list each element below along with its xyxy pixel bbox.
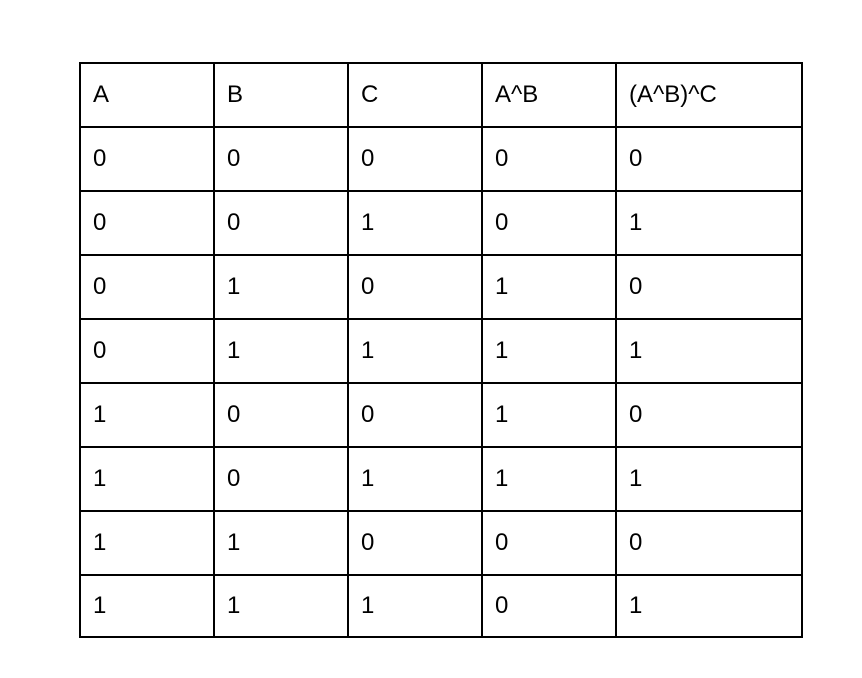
table-cell: 1 [481,318,617,384]
header-cell-a-xor-b-xor-c: (A^B)^C [615,62,803,128]
header-cell-a: A [79,62,215,128]
table-cell: 1 [615,190,803,256]
table-cell: 0 [213,190,349,256]
table-cell: 0 [481,190,617,256]
table-cell: 1 [347,574,483,638]
header-cell-a-xor-b: A^B [481,62,617,128]
table-cell: 0 [213,446,349,512]
table-cell: 0 [615,510,803,576]
table-cell: 1 [347,446,483,512]
table-cell: 1 [347,190,483,256]
table-cell: 0 [615,126,803,192]
table-cell: 1 [481,446,617,512]
table-cell: 0 [79,126,215,192]
table-cell: 1 [213,254,349,320]
table-cell: 1 [79,382,215,448]
table-cell: 0 [79,254,215,320]
table-cell: 0 [481,510,617,576]
table-cell: 0 [615,254,803,320]
header-cell-c: C [347,62,483,128]
table-cell: 0 [615,382,803,448]
table-cell: 0 [79,190,215,256]
table-cell: 1 [79,446,215,512]
table-cell: 1 [615,446,803,512]
table-cell: 0 [213,382,349,448]
table-cell: 1 [213,318,349,384]
table-cell: 0 [347,126,483,192]
table-cell: 1 [481,382,617,448]
table-cell: 0 [213,126,349,192]
table-cell: 1 [79,574,215,638]
table-cell: 1 [213,574,349,638]
table-cell: 0 [347,510,483,576]
header-row: A B C A^B (A^B)^C [79,62,803,128]
table-cell: 1 [79,510,215,576]
table-cell: 1 [213,510,349,576]
table-cell: 0 [481,574,617,638]
table-cell: 0 [347,254,483,320]
table-cell: 1 [615,574,803,638]
table-cell: 0 [79,318,215,384]
table-cell: 0 [481,126,617,192]
header-cell-b: B [213,62,349,128]
table-cell: 1 [615,318,803,384]
table-cell: 1 [481,254,617,320]
table-cell: 0 [347,382,483,448]
table-cell: 1 [347,318,483,384]
